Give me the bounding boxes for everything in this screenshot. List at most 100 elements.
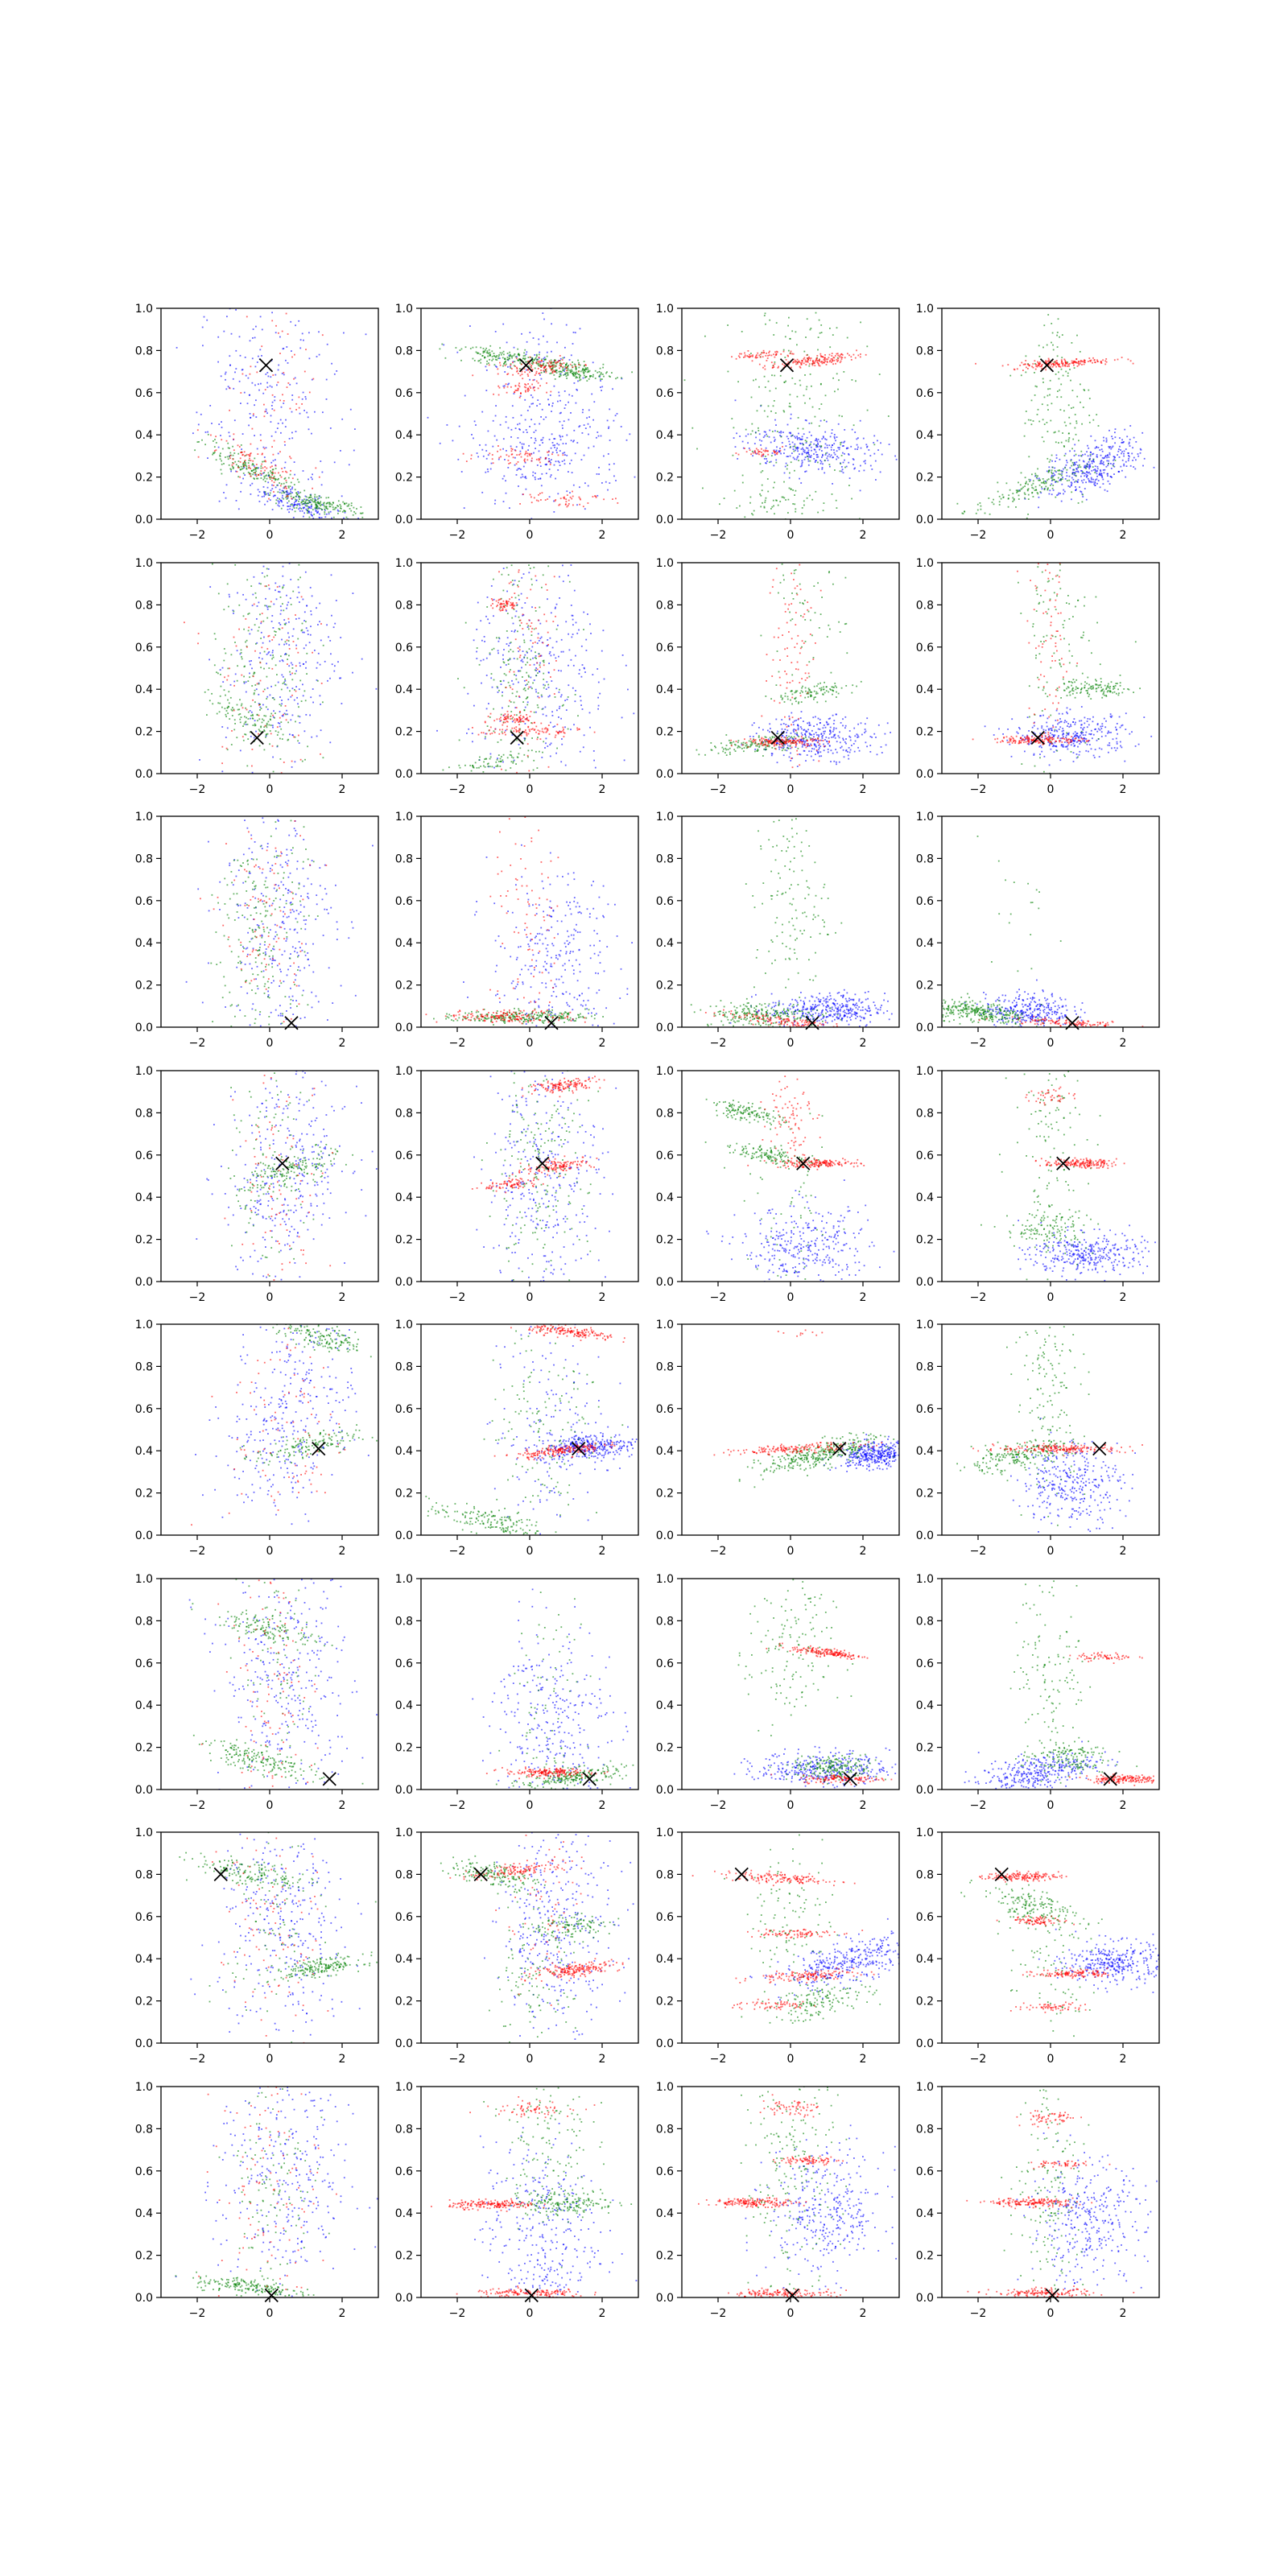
scatter-point-red (564, 496, 565, 498)
scatter-point-blue (1084, 464, 1086, 467)
scatter-point-blue (1064, 478, 1067, 480)
scatter-point-blue (1103, 436, 1104, 439)
scatter-point-green (506, 353, 509, 354)
scatter-point-blue (558, 444, 560, 446)
scatter-point-green (257, 477, 259, 480)
scatter-point-green (502, 721, 505, 723)
scatter-point-blue (283, 712, 286, 715)
scatter-point-green (316, 496, 318, 498)
scatter-point-green (246, 645, 248, 647)
scatter-point-blue (575, 654, 576, 657)
scatter-point-red (197, 456, 200, 458)
scatter-point-red (1054, 361, 1056, 362)
scatter-point-green (790, 461, 792, 464)
scatter-point-blue (518, 650, 520, 653)
scatter-point-green (789, 472, 791, 474)
scatter-point-blue (249, 672, 250, 675)
scatter-point-green (1066, 469, 1068, 471)
scatter-point-green (486, 763, 489, 765)
scatter-point-blue (331, 362, 332, 365)
scatter-point-blue (1075, 486, 1076, 488)
scatter-point-blue (294, 473, 295, 476)
scatter-point-green (822, 510, 824, 512)
scatter-point-blue (568, 633, 569, 635)
scatter-point-green (582, 371, 584, 373)
scatter-point-green (814, 415, 816, 418)
scatter-point-green (472, 346, 474, 349)
scatter-point-red (264, 469, 266, 472)
scatter-point-red (757, 449, 759, 451)
scatter-point-blue (852, 458, 854, 460)
scatter-point-red (196, 429, 199, 431)
scatter-point-red (773, 353, 774, 356)
scatter-point-red (1078, 364, 1080, 366)
scatter-point-blue (587, 613, 588, 615)
scatter-point-red (278, 472, 279, 474)
scatter-point-blue (539, 465, 542, 467)
x-tick-label: −2 (970, 529, 987, 542)
scatter-point-blue (844, 452, 845, 455)
subplot-r1-c1: −2 0 20.00.20.40.60.81.0 (135, 303, 379, 542)
scatter-point-green (1059, 389, 1061, 391)
scatter-point-green (588, 369, 591, 372)
scatter-point-blue (288, 665, 291, 667)
scatter-point-green (266, 726, 268, 729)
scatter-point-blue (308, 512, 310, 514)
scatter-point-red (276, 586, 279, 588)
scatter-point-blue (517, 423, 518, 426)
scatter-point-blue (260, 622, 262, 625)
scatter-point-blue (830, 446, 832, 448)
scatter-point-blue (348, 464, 350, 466)
y-tick-label: 0.0 (656, 514, 674, 526)
scatter-point-green (539, 664, 541, 667)
scatter-point-green (1034, 394, 1036, 396)
scatter-point-green (220, 674, 221, 675)
scatter-point-blue (258, 657, 260, 658)
scatter-point-blue (1075, 469, 1078, 471)
scatter-point-blue (258, 601, 260, 604)
scatter-point-blue (826, 444, 828, 447)
scatter-point-red (819, 358, 820, 361)
scatter-point-blue (515, 610, 518, 613)
scatter-point-green (480, 358, 482, 361)
scatter-point-red (1092, 357, 1094, 359)
y-tick-label: 1.0 (656, 303, 674, 316)
scatter-point-blue (787, 456, 789, 457)
scatter-point-blue (296, 597, 299, 599)
scatter-point-green (1018, 498, 1020, 500)
scatter-point-green (774, 361, 776, 363)
scatter-point-green (1058, 442, 1059, 444)
scatter-point-red (530, 502, 533, 504)
scatter-point-green (803, 500, 805, 502)
scatter-point-green (1060, 441, 1063, 444)
scatter-point-red (521, 363, 522, 365)
scatter-point-green (533, 628, 535, 630)
scatter-point-blue (524, 723, 526, 724)
scatter-point-blue (594, 766, 597, 769)
scatter-point-red (242, 462, 245, 464)
scatter-point-green (1065, 370, 1067, 373)
scatter-point-green (294, 672, 296, 675)
scatter-point-red (242, 373, 244, 375)
scatter-point-blue (1088, 464, 1091, 467)
scatter-point-green (704, 335, 706, 337)
scatter-point-green (509, 658, 511, 659)
scatter-point-blue (796, 446, 799, 448)
scatter-point-blue (557, 400, 559, 402)
scatter-point-green (505, 769, 507, 771)
scatter-point-red (514, 390, 517, 391)
scatter-point-blue (555, 477, 556, 480)
scatter-point-green (1082, 471, 1084, 473)
scatter-point-green (794, 445, 796, 448)
scatter-point-green (554, 378, 556, 380)
scatter-point-blue (555, 460, 557, 463)
x-tick-label: 0 (266, 783, 274, 796)
scatter-point-red (558, 504, 560, 506)
scatter-point-red (1045, 369, 1047, 371)
scatter-point-blue (547, 671, 550, 674)
scatter-point-green (527, 681, 530, 683)
scatter-point-green (567, 374, 569, 377)
scatter-point-blue (1107, 455, 1108, 456)
scatter-point-blue (573, 589, 576, 592)
scatter-point-blue (522, 661, 524, 663)
